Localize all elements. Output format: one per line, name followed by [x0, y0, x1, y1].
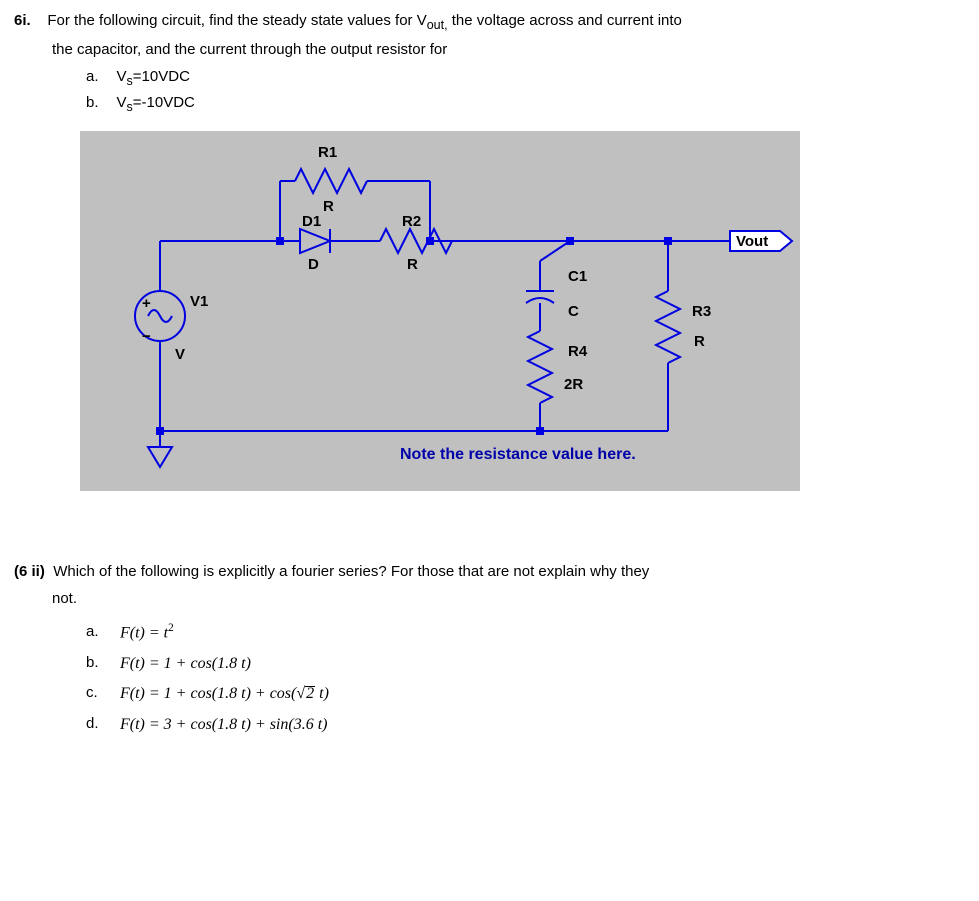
q1-b-var: V — [117, 94, 127, 111]
q2-c-letter: c. — [86, 679, 104, 709]
label-R2: R2 — [402, 213, 421, 230]
label-note: Note the resistance value here. — [400, 446, 636, 463]
q2-prompt-line2: not. — [52, 588, 965, 611]
q2-b-expr: F(t) = 1 + cos(1.8 t) — [120, 649, 251, 679]
q2-number: (6 ii) — [14, 563, 45, 580]
q1-text-b: the voltage across and current into — [448, 12, 682, 29]
label-R4v: 2R — [564, 376, 583, 393]
q1-sub: out, — [427, 18, 448, 32]
q2-a-sup: 2 — [168, 622, 174, 634]
q1-a-var: V — [117, 68, 127, 85]
circuit-diagram: R1 R + − V1 V D1 D — [80, 131, 965, 491]
label-R1: R1 — [318, 144, 337, 161]
q2-c-pre: F(t) = 1 + cos(1.8 t) + cos( — [120, 685, 296, 702]
q2-c-root: 2 — [305, 686, 315, 701]
radical-icon: √ — [296, 685, 305, 702]
label-R4: R4 — [568, 343, 588, 360]
q1-item-b: b. Vs=-10VDC — [86, 91, 965, 117]
q2-item-d: d. F(t) = 3 + cos(1.8 t) + sin(3.6 t) — [86, 710, 965, 740]
q2-d-letter: d. — [86, 710, 104, 740]
label-R3v: R — [694, 333, 705, 350]
q2-c-expr: F(t) = 1 + cos(1.8 t) + cos(√2 t) — [120, 679, 329, 709]
q1-sublist: a. Vs=10VDC b. Vs=-10VDC — [86, 65, 965, 117]
label-D1v: D — [308, 256, 319, 273]
label-V1v: V — [175, 346, 185, 363]
q2-prompt-line1: (6 ii) Which of the following is explici… — [14, 561, 965, 584]
q1-a-rest: =10VDC — [133, 68, 190, 85]
q2-a-lhs: F(t) = t — [120, 625, 168, 642]
q2-text1: Which of the following is explicitly a f… — [53, 563, 649, 580]
problem-6i: 6i. For the following circuit, find the … — [14, 10, 965, 491]
q1-number: 6i. — [14, 12, 31, 29]
label-C1: C1 — [568, 268, 587, 285]
label-V1: V1 — [190, 293, 208, 310]
label-Vout: Vout — [736, 233, 768, 250]
q2-item-a: a. F(t) = t2 — [86, 618, 965, 649]
problem-6ii: (6 ii) Which of the following is explici… — [14, 561, 965, 740]
q2-b-letter: b. — [86, 649, 104, 679]
q2-c-post: t) — [315, 685, 329, 702]
q1-b-text: Vs=-10VDC — [117, 91, 195, 117]
q2-d-expr: F(t) = 3 + cos(1.8 t) + sin(3.6 t) — [120, 710, 327, 740]
label-C1v: C — [568, 303, 579, 320]
q1-prompt-line1: 6i. For the following circuit, find the … — [14, 10, 965, 35]
label-R1v: R — [323, 198, 334, 215]
q2-a-letter: a. — [86, 618, 104, 649]
q1-a-letter: a. — [86, 65, 99, 91]
q1-b-rest: =-10VDC — [133, 94, 195, 111]
q1-a-text: Vs=10VDC — [117, 65, 190, 91]
q1-text-a: For the following circuit, find the stea… — [47, 12, 426, 29]
label-R3: R3 — [692, 303, 711, 320]
src-minus: − — [142, 328, 151, 345]
q2-a-expr: F(t) = t2 — [120, 618, 174, 649]
q2-item-c: c. F(t) = 1 + cos(1.8 t) + cos(√2 t) — [86, 679, 965, 709]
q2-list: a. F(t) = t2 b. F(t) = 1 + cos(1.8 t) c.… — [86, 618, 965, 740]
q1-b-letter: b. — [86, 91, 99, 117]
q2-item-b: b. F(t) = 1 + cos(1.8 t) — [86, 649, 965, 679]
q1-item-a: a. Vs=10VDC — [86, 65, 965, 91]
q1-prompt-line2: the capacitor, and the current through t… — [52, 39, 965, 62]
label-R2v: R — [407, 256, 418, 273]
circuit-svg: R1 R + − V1 V D1 D — [80, 131, 800, 491]
src-plus: + — [142, 295, 151, 312]
label-D1: D1 — [302, 213, 321, 230]
